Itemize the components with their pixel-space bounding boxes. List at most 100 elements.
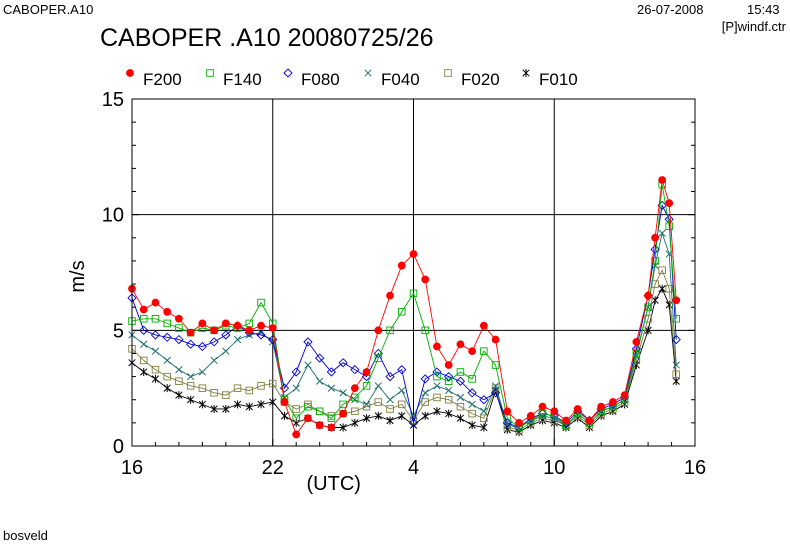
data-point [186,372,195,381]
data-point [374,398,383,406]
data-point [562,416,570,425]
legend-label: F040 [381,70,420,89]
data-point [210,326,219,335]
x-axis-label: (UTC) [307,473,361,495]
data-point [257,321,265,330]
data-point [503,407,512,416]
data-point [444,371,454,382]
data-point [338,358,348,368]
data-point [408,418,419,428]
data-point [362,400,371,409]
data-point [397,261,406,270]
data-point [491,335,500,344]
data-point [480,423,488,432]
data-point [503,421,511,429]
data-point [538,414,547,422]
data-point [222,347,230,355]
data-point [444,395,453,404]
data-point [672,315,680,323]
data-point [245,386,254,395]
data-point [550,414,558,422]
data-point [386,396,394,404]
x-tick-label: 10 [543,457,565,479]
data-point [644,291,652,300]
legend: F200 F140 F080 F040 F020 F010 [126,68,578,89]
data-point [480,407,488,415]
data-point [409,250,418,258]
data-point [304,402,312,411]
data-point [268,324,277,332]
data-point [445,409,453,418]
file-name-label: CABOPER.A10 [3,2,94,17]
data-point [468,421,476,430]
data-point [665,222,673,230]
data-point [339,409,348,418]
data-point [421,326,429,335]
data-point [304,361,312,369]
data-point [632,349,641,358]
data-point [537,408,548,419]
data-point [233,400,242,409]
data-point [351,393,359,402]
data-point [140,367,148,376]
data-point [327,423,336,432]
data-point [186,382,195,390]
data-point [209,337,219,347]
legend-label: F010 [539,70,578,89]
data-point [256,330,266,340]
data-point [362,414,371,423]
data-point [672,377,680,386]
data-point [175,324,183,332]
data-point [327,414,336,422]
data-point [573,405,582,413]
data-point [163,384,171,393]
data-point [374,354,383,362]
legend-marker [522,69,530,77]
data-point [526,412,535,420]
legend-label: F200 [143,70,182,89]
data-point [150,330,161,340]
data-point [339,423,347,432]
legend-marker [283,68,293,78]
data-point [210,356,218,365]
data-point [597,402,606,411]
x-tick-label: 16 [684,457,706,479]
data-point [398,411,406,420]
x-tick-label: 16 [121,457,143,479]
data-point [292,430,301,439]
data-point [198,368,207,376]
data-point [409,416,418,425]
grid-layer [132,99,695,446]
data-point [222,404,230,413]
x-tick-label: 4 [408,457,419,479]
legend-marker [126,69,134,77]
data-point [315,353,325,363]
data-point [163,372,171,381]
data-point [468,409,476,418]
data-point [257,298,265,307]
data-point [672,361,680,369]
data-point [163,319,171,328]
data-point [658,229,666,237]
data-point [386,416,394,425]
data-point [456,402,465,411]
data-point [245,402,253,411]
data-point [210,404,218,413]
data-point [468,400,476,409]
data-point [491,361,500,369]
data-point [339,389,347,397]
y-axis-label: m/s [67,260,89,292]
data-point [468,375,476,383]
data-point [480,347,488,355]
series-line [131,203,677,429]
data-point [222,391,230,399]
data-point [210,389,218,397]
data-point [175,377,183,385]
data-point [397,365,407,375]
data-point [374,326,383,335]
data-point [257,382,265,390]
data-point [479,321,488,330]
data-point [326,367,337,377]
data-point [197,341,208,352]
